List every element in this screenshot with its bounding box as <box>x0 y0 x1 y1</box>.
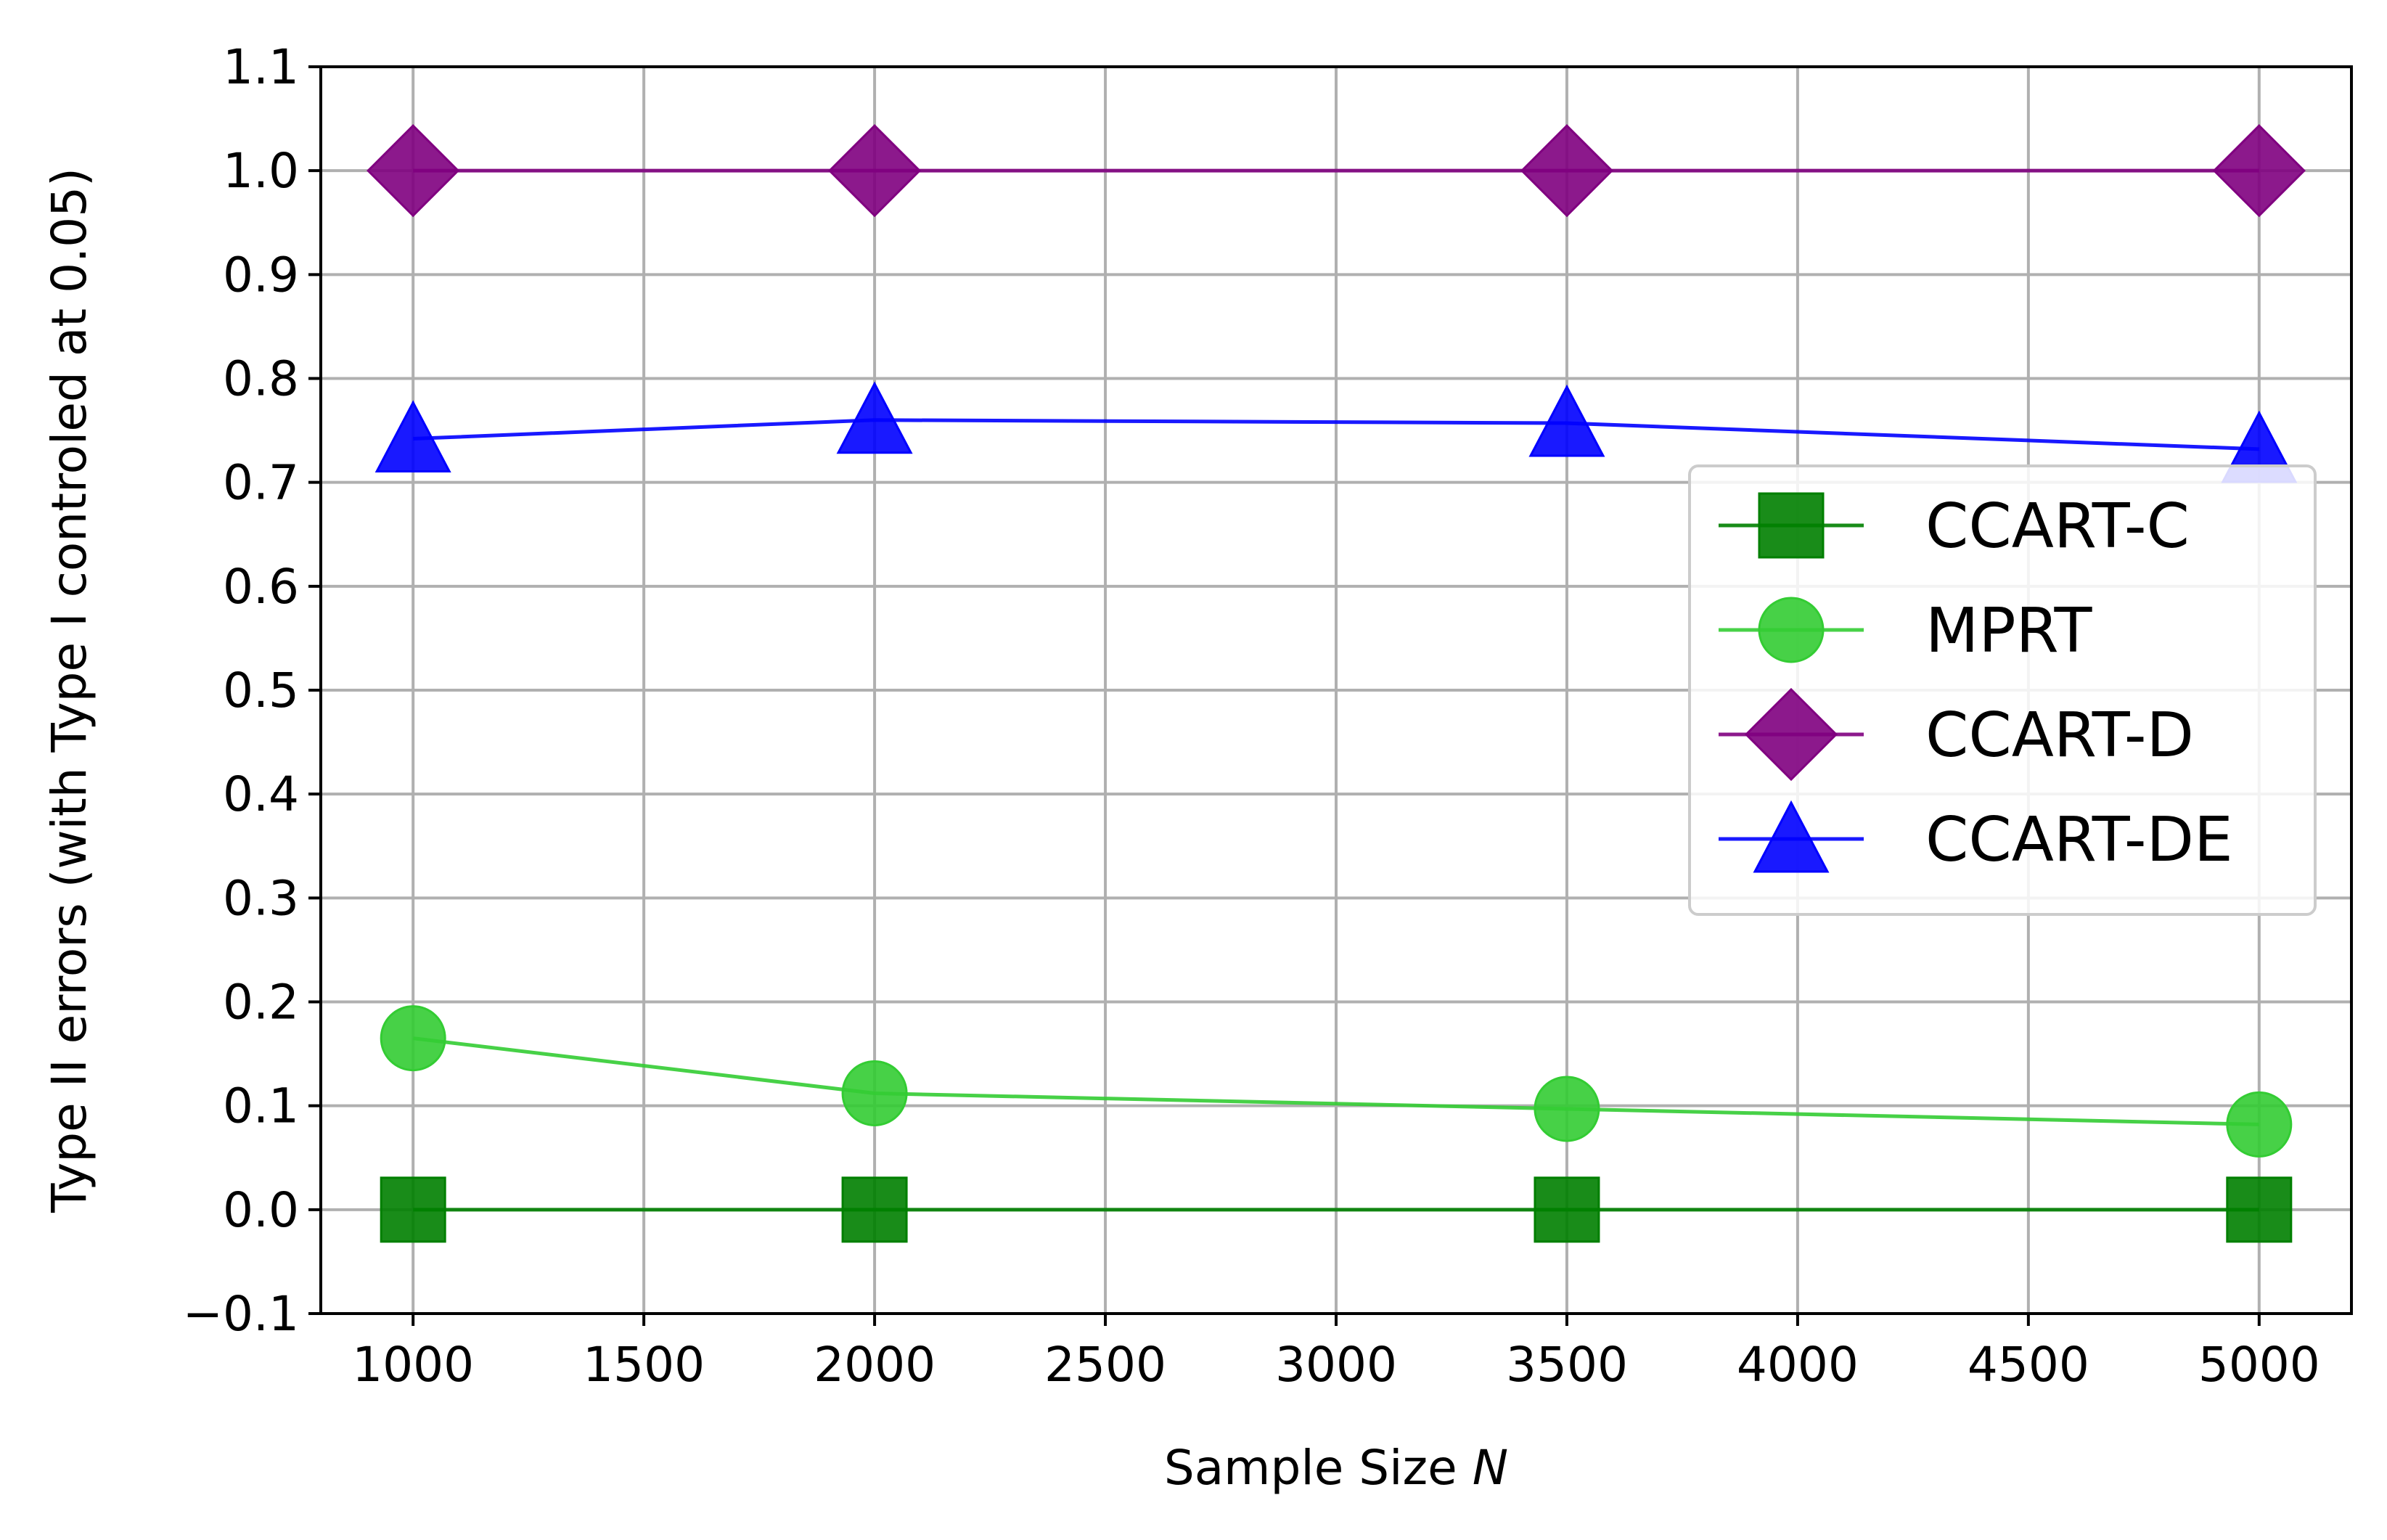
y-tick-label: 0.4 <box>223 766 299 822</box>
legend-label-ccart-d: CCART-D <box>1925 700 2194 771</box>
marker-square-ccart-c <box>1534 1176 1600 1243</box>
marker-square-legend-ccart-c <box>1758 492 1825 559</box>
marker-circle-mprt <box>1534 1076 1600 1142</box>
marker-square-ccart-c <box>380 1176 446 1243</box>
series-line-ccart-de <box>413 418 2259 451</box>
x-tick-label: 4500 <box>1968 1337 2089 1393</box>
series-line-mprt <box>412 1036 2259 1126</box>
marker-triangle-ccart-de <box>1528 384 1605 457</box>
marker-diamond-ccart-d <box>2212 124 2306 218</box>
x-tick-label: 1000 <box>352 1337 474 1393</box>
y-tick-label: 1.0 <box>223 143 299 199</box>
marker-square-ccart-c <box>841 1176 908 1243</box>
legend: CCART-C MPRT CCART-D CCART-DE <box>1688 464 2317 916</box>
marker-circle-mprt <box>2226 1091 2293 1158</box>
marker-diamond-ccart-d <box>367 124 460 218</box>
x-tick-label: 1500 <box>583 1337 705 1393</box>
y-tick-label: 1.1 <box>223 39 299 95</box>
x-tick-label: 3500 <box>1506 1337 1628 1393</box>
marker-diamond-ccart-d <box>1520 124 1614 218</box>
x-tick-label: 5000 <box>2198 1337 2320 1393</box>
x-axis-label-space <box>1457 1440 1473 1496</box>
x-axis-label-text: Sample Size <box>1164 1440 1457 1496</box>
legend-box <box>1688 464 2317 916</box>
y-tick-label: 0.3 <box>223 870 299 926</box>
x-tick-label: 4000 <box>1737 1337 1859 1393</box>
marker-triangle-legend-ccart-de <box>1753 800 1830 873</box>
marker-circle-mprt <box>380 1005 446 1072</box>
marker-triangle-ccart-de <box>374 400 451 473</box>
y-tick-label: 0.5 <box>223 663 299 718</box>
y-tick-label: 0.9 <box>223 247 299 303</box>
legend-label-ccart-c: CCART-C <box>1925 491 2190 562</box>
y-tick-label: 0.8 <box>223 351 299 407</box>
x-tick-label: 2000 <box>814 1337 935 1393</box>
y-tick-label: 0.0 <box>223 1182 299 1238</box>
legend-label-mprt: MPRT <box>1925 595 2092 667</box>
marker-diamond-legend-ccart-d <box>1744 687 1838 782</box>
series-markers <box>367 124 2306 1243</box>
marker-triangle-ccart-de <box>836 381 913 454</box>
y-tick-label: −0.1 <box>183 1286 299 1342</box>
x-axis-ticks: 1000 1500 2000 2500 3000 3500 4000 4500 5000 <box>352 1314 2320 1393</box>
y-tick-label: 0.6 <box>223 559 299 615</box>
marker-diamond-ccart-d <box>827 124 922 218</box>
y-axis-ticks: −0.1 0.0 0.1 0.2 0.3 0.4 0.5 0.6 0.7 0.8 0.9 1.0 1.1 <box>183 39 321 1342</box>
x-axis-label-variable: N <box>1473 1440 1508 1496</box>
x-tick-label: 2500 <box>1044 1337 1166 1393</box>
marker-circle-mprt <box>841 1060 908 1126</box>
y-axis-label: Type II errors (with Type I controled at… <box>41 168 97 1213</box>
x-axis-label: Sample Size N <box>1164 1440 1508 1496</box>
series-lines <box>412 168 2259 1212</box>
y-tick-label: 0.2 <box>223 975 299 1031</box>
marker-circle-legend-mprt <box>1758 597 1825 663</box>
marker-square-ccart-c <box>2226 1176 2293 1243</box>
x-tick-label: 3000 <box>1275 1337 1397 1393</box>
legend-label-ccart-de: CCART-DE <box>1925 804 2233 876</box>
y-tick-label: 0.1 <box>223 1078 299 1134</box>
y-tick-label: 0.7 <box>223 455 299 511</box>
